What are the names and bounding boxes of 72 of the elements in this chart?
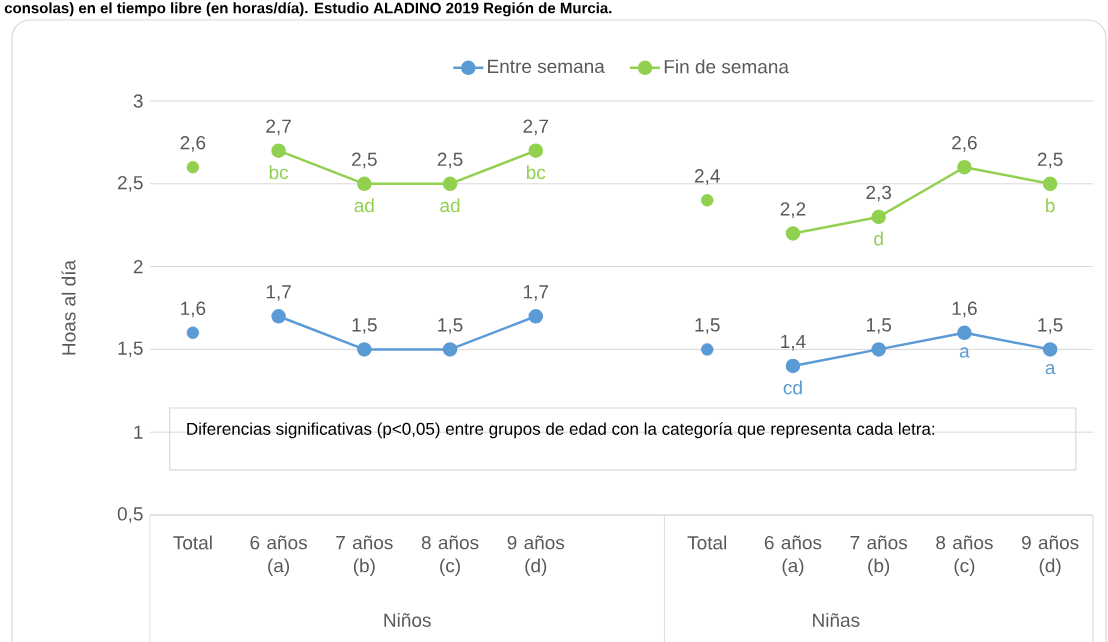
point xyxy=(871,209,886,225)
x-tick-label: Total xyxy=(687,535,727,550)
point xyxy=(528,309,544,324)
data-label: 2,5 xyxy=(1037,152,1063,169)
point xyxy=(957,325,972,341)
data-label: 1,7 xyxy=(266,285,291,301)
annotation: a xyxy=(959,347,970,358)
annotation: Diferencias significativas (p<0,05) entre grupos de edad con la categoría que representa cada letra: xyxy=(187,422,935,439)
annotation: ad xyxy=(440,198,460,213)
point xyxy=(271,309,286,324)
text: Niñas xyxy=(813,613,860,627)
x-tick-label: 6 años (a) xyxy=(250,535,307,577)
point xyxy=(186,326,200,340)
annotation: a xyxy=(1045,363,1056,375)
point xyxy=(442,342,458,357)
data-label: 1,6 xyxy=(952,301,977,318)
data-label: 2,7 xyxy=(523,119,549,136)
point xyxy=(701,194,714,207)
annotation: bc xyxy=(526,165,546,180)
y-tick-label: 2,5 xyxy=(118,175,143,192)
data-label: 2,2 xyxy=(780,202,806,218)
x-tick-label: 9 años (d) xyxy=(507,535,565,577)
data-label: 1,5 xyxy=(866,318,892,334)
annotation: ad xyxy=(354,198,374,213)
x-tick-label: 7 años (b) xyxy=(336,535,393,577)
point xyxy=(1042,176,1058,192)
y-axis-title: Hoas al día xyxy=(61,259,76,355)
point xyxy=(528,143,544,158)
legend-label: Fin de semana xyxy=(664,59,789,74)
legend-label: Entre semana xyxy=(488,59,605,74)
annotation: bc xyxy=(269,165,289,180)
y-tick-label: 1 xyxy=(134,425,143,439)
data-label: 2,4 xyxy=(694,169,720,185)
data-label: 1,4 xyxy=(781,334,806,351)
data-label: 1,6 xyxy=(181,301,206,318)
point xyxy=(1042,342,1058,357)
point xyxy=(186,161,200,174)
data-label: 1,5 xyxy=(695,318,720,334)
data-label: 1,5 xyxy=(1038,318,1063,334)
y-tick-label: 0,5 xyxy=(117,507,143,523)
data-label: 2,6 xyxy=(952,136,977,152)
data-label: 2,3 xyxy=(866,185,892,202)
y-tick-label: 3 xyxy=(133,94,143,108)
point xyxy=(357,176,372,192)
x-tick-label: 7 años (b) xyxy=(850,535,908,577)
x-tick-label: 6 años (a) xyxy=(764,535,822,577)
point xyxy=(271,143,286,158)
annotation: b xyxy=(1046,198,1055,213)
data-label: 1,5 xyxy=(438,318,463,334)
x-tick-label: Total xyxy=(173,535,212,550)
point xyxy=(357,342,372,357)
data-label: 2,5 xyxy=(437,152,463,169)
point xyxy=(701,343,714,356)
annotation: d xyxy=(874,231,883,246)
point xyxy=(957,159,972,175)
x-tick-label: 9 años (d) xyxy=(1021,535,1079,577)
point xyxy=(871,342,886,357)
point xyxy=(442,176,458,192)
data-label: 1,5 xyxy=(352,318,377,334)
data-label: 2,7 xyxy=(266,119,291,136)
x-tick-label: 8 años (c) xyxy=(421,535,479,577)
text: Niños xyxy=(384,613,431,627)
point xyxy=(785,226,801,241)
y-tick-label: 1,5 xyxy=(118,341,143,358)
y-tick-label: 2 xyxy=(133,259,143,274)
x-tick-label: 8 años (c) xyxy=(936,535,993,577)
point xyxy=(785,358,801,374)
annotation: cd xyxy=(783,380,802,395)
chart-title: consolas) en el tiempo libre (en horas/día). Estudio ALADINO 2019 Región de Murcia. xyxy=(4,2,612,17)
data-label: 2,6 xyxy=(180,136,206,152)
data-label: 1,7 xyxy=(524,285,549,301)
data-label: 2,5 xyxy=(352,152,377,169)
